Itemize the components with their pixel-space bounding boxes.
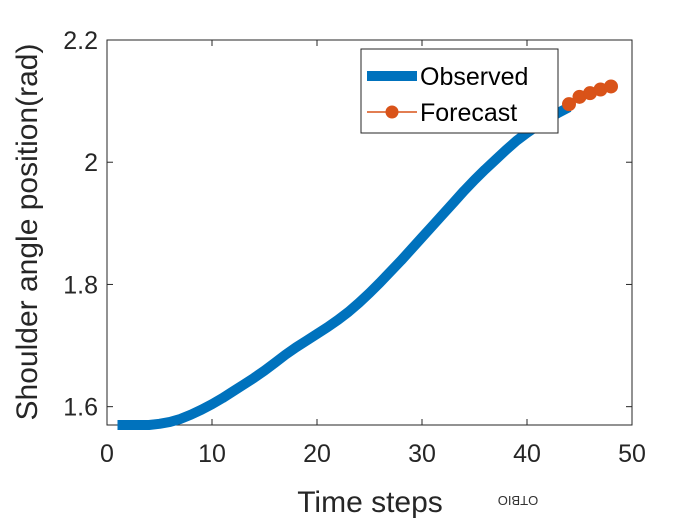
legend-forecast-marker	[385, 105, 399, 119]
y-tick-label: 1.8	[63, 271, 98, 299]
x-axis-label: Time steps	[297, 486, 443, 519]
legend-observed-label: Observed	[420, 63, 528, 91]
forecast-point	[562, 97, 576, 112]
series-group	[117, 79, 618, 430]
legend-forecast-label: Forecast	[420, 99, 517, 127]
axis-ticks	[106, 39, 633, 425]
plot-frame	[106, 39, 633, 426]
x-tick-label: 10	[198, 440, 226, 468]
x-tick-label: 40	[513, 440, 541, 468]
legend-box	[360, 48, 559, 134]
y-axis-label: Shoulder angle position(rad)	[11, 44, 44, 421]
watermark-text: OTBIO	[498, 493, 538, 508]
plot-axes	[106, 39, 633, 426]
forecast-point	[604, 79, 618, 94]
x-tick-label: 30	[408, 440, 436, 468]
legend: Observed Forecast	[360, 48, 559, 134]
y-tick-label: 1.6	[63, 394, 98, 422]
observed-line	[117, 102, 572, 430]
y-tick-label: 2	[84, 149, 98, 177]
tick-labels: 0 10 20 30 40 50 1.6 1.8 2 2.2	[63, 27, 646, 468]
x-tick-label: 0	[100, 440, 114, 468]
y-tick-label: 2.2	[63, 27, 98, 55]
x-tick-label: 20	[303, 440, 331, 468]
x-tick-label: 50	[618, 440, 646, 468]
